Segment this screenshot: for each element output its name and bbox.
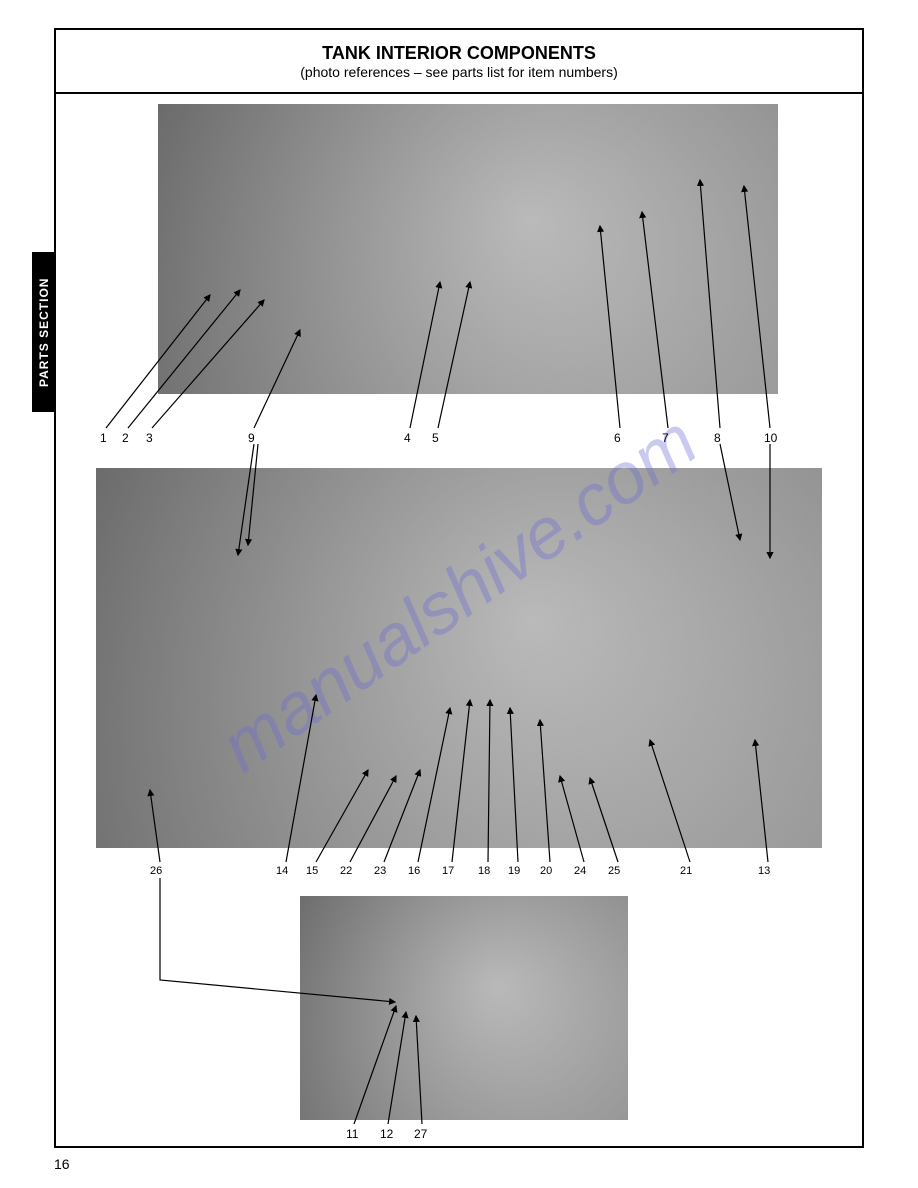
callout-p2-1: 26 <box>150 866 162 878</box>
callout-p1-2: 2 <box>122 432 129 445</box>
page-header: TANK INTERIOR COMPONENTS (photo referenc… <box>56 30 862 94</box>
callout-p2-11: 24 <box>574 866 586 878</box>
callout-p2-7: 17 <box>442 866 454 878</box>
callout-p2-13: 21 <box>680 866 692 878</box>
callout-p3-2: 12 <box>380 1128 393 1141</box>
callout-p1-5: 4 <box>404 432 411 445</box>
callout-p3-3: 27 <box>414 1128 427 1141</box>
callout-p1-3: 3 <box>146 432 153 445</box>
callout-p1-1: 1 <box>100 432 107 445</box>
callout-p2-5: 23 <box>374 866 386 878</box>
callout-p2-14: 13 <box>758 866 770 878</box>
callout-p1-10: 10 <box>764 432 777 445</box>
callout-p2-10: 20 <box>540 866 552 878</box>
page-number: 16 <box>54 1156 70 1172</box>
callout-p1-8: 7 <box>662 432 669 445</box>
callout-p2-8: 18 <box>478 866 490 878</box>
callout-p1-9: 8 <box>714 432 721 445</box>
callout-p2-6: 16 <box>408 866 420 878</box>
header-subtitle: (photo references – see parts list for i… <box>300 64 617 80</box>
callout-p2-2: 14 <box>276 866 288 878</box>
header-title: TANK INTERIOR COMPONENTS <box>300 43 617 64</box>
section-tab: PARTS SECTION <box>32 252 56 412</box>
callout-p1-6: 5 <box>432 432 439 445</box>
manual-page: TANK INTERIOR COMPONENTS (photo referenc… <box>0 0 918 1188</box>
callout-p2-12: 25 <box>608 866 620 878</box>
callout-p2-3: 15 <box>306 866 318 878</box>
callout-p1-7: 6 <box>614 432 621 445</box>
figure-middle <box>96 468 822 848</box>
callout-p2-9: 19 <box>508 866 520 878</box>
callout-p3-1: 11 <box>346 1128 358 1141</box>
figure-top <box>158 104 778 394</box>
figure-bottom <box>300 896 628 1120</box>
callout-p2-4: 22 <box>340 866 352 878</box>
callout-p1-4: 9 <box>248 432 255 445</box>
